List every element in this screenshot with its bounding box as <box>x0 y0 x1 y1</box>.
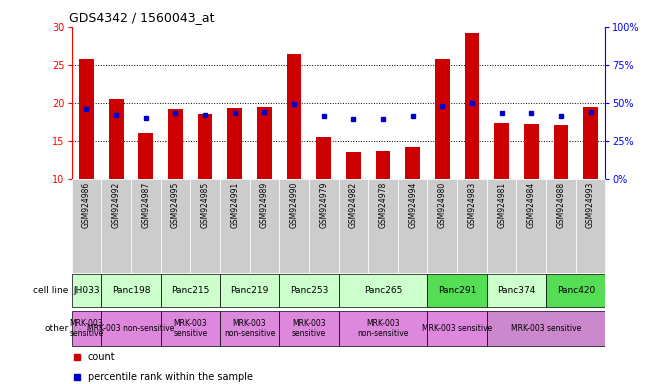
Bar <box>220 311 279 346</box>
Bar <box>316 137 331 179</box>
Bar <box>487 275 546 307</box>
Bar <box>546 275 605 307</box>
Text: GSM924984: GSM924984 <box>527 181 536 228</box>
Text: Panc291: Panc291 <box>438 286 477 295</box>
Bar <box>428 311 487 346</box>
Bar <box>190 179 220 273</box>
Bar <box>524 124 539 179</box>
Bar <box>102 179 131 273</box>
Bar <box>405 147 420 179</box>
Bar <box>220 275 279 307</box>
Bar <box>198 114 212 179</box>
Text: GSM924990: GSM924990 <box>290 181 299 228</box>
Text: GSM924985: GSM924985 <box>201 181 210 228</box>
Text: GSM924994: GSM924994 <box>408 181 417 228</box>
Text: MRK-003
sensitive: MRK-003 sensitive <box>173 319 208 338</box>
Bar <box>279 179 309 273</box>
Bar <box>161 275 220 307</box>
Bar <box>220 179 249 273</box>
Text: GSM924983: GSM924983 <box>467 181 477 228</box>
Bar <box>428 179 457 273</box>
Text: GSM924987: GSM924987 <box>141 181 150 228</box>
Text: percentile rank within the sample: percentile rank within the sample <box>88 372 253 382</box>
Bar <box>465 33 479 179</box>
Text: Panc420: Panc420 <box>557 286 595 295</box>
Text: Panc219: Panc219 <box>230 286 269 295</box>
Bar <box>168 109 183 179</box>
Text: Panc253: Panc253 <box>290 286 328 295</box>
Bar <box>435 59 450 179</box>
Bar <box>131 179 161 273</box>
Bar <box>279 311 339 346</box>
Bar <box>102 311 161 346</box>
Text: count: count <box>88 352 115 362</box>
Text: GDS4342 / 1560043_at: GDS4342 / 1560043_at <box>69 11 214 24</box>
Text: GSM924995: GSM924995 <box>171 181 180 228</box>
Text: JH033: JH033 <box>73 286 100 295</box>
Bar <box>102 275 161 307</box>
Text: GSM924991: GSM924991 <box>230 181 239 228</box>
Text: ▷: ▷ <box>68 286 82 296</box>
Text: GSM924981: GSM924981 <box>497 181 506 227</box>
Bar <box>161 311 220 346</box>
Text: GSM924978: GSM924978 <box>378 181 387 228</box>
Bar <box>494 123 509 179</box>
Bar <box>249 179 279 273</box>
Bar <box>227 108 242 179</box>
Bar <box>516 179 546 273</box>
Text: cell line: cell line <box>33 286 68 295</box>
Bar <box>139 133 153 179</box>
Text: GSM924986: GSM924986 <box>82 181 91 228</box>
Text: MRK-003
non-sensitive: MRK-003 non-sensitive <box>224 319 275 338</box>
Bar <box>368 179 398 273</box>
Text: MRK-003 sensitive: MRK-003 sensitive <box>422 324 492 333</box>
Bar <box>72 311 102 346</box>
Bar <box>376 151 391 179</box>
Text: ▷: ▷ <box>68 323 82 333</box>
Text: GSM924989: GSM924989 <box>260 181 269 228</box>
Bar <box>487 179 516 273</box>
Bar <box>109 99 124 179</box>
Bar <box>161 179 190 273</box>
Text: MRK-003
non-sensitive: MRK-003 non-sensitive <box>357 319 409 338</box>
Bar <box>546 179 575 273</box>
Text: other: other <box>44 324 68 333</box>
Bar <box>398 179 428 273</box>
Text: MRK-003 sensitive: MRK-003 sensitive <box>511 324 581 333</box>
Bar <box>575 179 605 273</box>
Text: MRK-003
sensitive: MRK-003 sensitive <box>69 319 104 338</box>
Bar <box>339 179 368 273</box>
Bar <box>286 54 301 179</box>
Bar <box>428 275 487 307</box>
Bar <box>72 179 102 273</box>
Bar <box>257 106 271 179</box>
Bar <box>457 179 487 273</box>
Bar <box>487 311 605 346</box>
Text: Panc374: Panc374 <box>497 286 536 295</box>
Bar <box>72 275 102 307</box>
Bar <box>346 152 361 179</box>
Text: MRK-003 non-sensitive: MRK-003 non-sensitive <box>87 324 174 333</box>
Text: GSM924992: GSM924992 <box>111 181 120 228</box>
Bar <box>583 106 598 179</box>
Bar <box>279 275 339 307</box>
Bar <box>79 59 94 179</box>
Text: Panc265: Panc265 <box>364 286 402 295</box>
Bar <box>339 275 428 307</box>
Text: Panc215: Panc215 <box>171 286 210 295</box>
Text: GSM924993: GSM924993 <box>586 181 595 228</box>
Text: Panc198: Panc198 <box>112 286 150 295</box>
Text: GSM924982: GSM924982 <box>349 181 358 227</box>
Text: GSM924979: GSM924979 <box>319 181 328 228</box>
Bar <box>309 179 339 273</box>
Text: GSM924980: GSM924980 <box>438 181 447 228</box>
Bar <box>339 311 428 346</box>
Text: GSM924988: GSM924988 <box>557 181 566 227</box>
Text: MRK-003
sensitive: MRK-003 sensitive <box>292 319 326 338</box>
Bar <box>553 126 568 179</box>
